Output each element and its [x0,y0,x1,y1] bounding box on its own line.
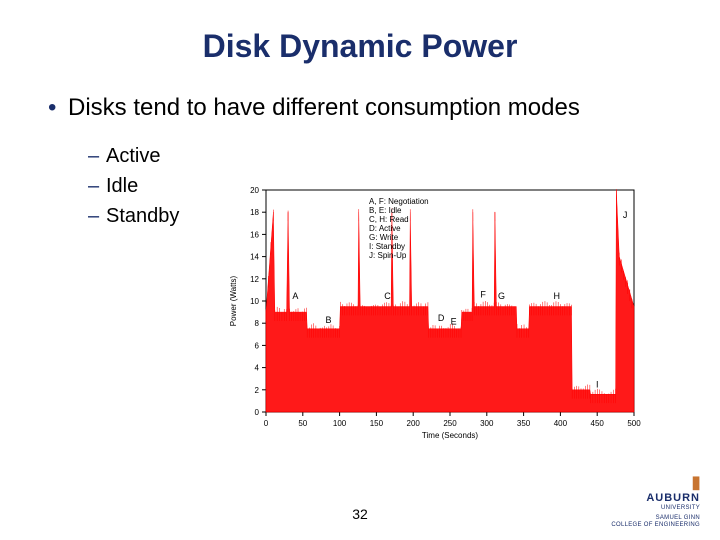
svg-text:F: F [480,290,486,300]
logo-icon: ▮ [611,473,700,491]
college-sub: COLLEGE OF ENGINEERING [611,522,700,528]
svg-text:H: H [553,291,560,301]
svg-text:200: 200 [407,419,421,428]
footer-logo: ▮ AUBURN UNIVERSITY SAMUEL GINN COLLEGE … [611,473,700,528]
svg-text:B: B [326,315,332,325]
svg-text:C: C [384,291,391,301]
svg-text:8: 8 [255,319,260,328]
institution-name: AUBURN [611,493,700,504]
svg-text:J: J [623,210,628,220]
svg-text:D: D [438,313,445,323]
slide: Disk Dynamic Power Disks tend to have di… [0,0,720,540]
svg-text:0: 0 [255,408,260,417]
svg-text:G: Write: G: Write [369,233,399,242]
svg-text:10: 10 [250,297,259,306]
svg-text:0: 0 [264,419,269,428]
college-name: SAMUEL GINN [611,515,700,521]
chart-svg: 0 50 100 150 200 250 300 350 400 450 500 0 2 4 6 8 10 12 1… [224,182,644,442]
svg-text:50: 50 [298,419,307,428]
svg-text:350: 350 [517,419,531,428]
svg-text:16: 16 [250,230,259,239]
svg-text:I: Standby: I: Standby [369,242,405,251]
svg-text:A: A [292,291,298,301]
svg-text:J: Spin-Up: J: Spin-Up [369,251,407,260]
svg-text:I: I [596,380,599,390]
svg-text:450: 450 [591,419,605,428]
institution-sub: UNIVERSITY [611,505,700,511]
svg-text:C, H: Read: C, H: Read [369,215,409,224]
svg-text:150: 150 [370,419,384,428]
svg-text:18: 18 [250,208,259,217]
sub-bullet: Active [88,141,680,171]
svg-text:Power (Watts): Power (Watts) [229,275,238,326]
svg-text:250: 250 [443,419,457,428]
svg-text:6: 6 [255,341,260,350]
svg-text:300: 300 [480,419,494,428]
svg-text:E: E [451,316,457,326]
svg-text:G: G [498,291,505,301]
power-chart: 0 50 100 150 200 250 300 350 400 450 500 0 2 4 6 8 10 12 1… [224,182,644,442]
svg-text:2: 2 [255,386,260,395]
svg-text:B, E: Idle: B, E: Idle [369,206,402,215]
svg-text:500: 500 [627,419,641,428]
svg-text:14: 14 [250,253,259,262]
institution-label: AUBURN [646,492,700,504]
svg-text:400: 400 [554,419,568,428]
svg-text:4: 4 [255,364,260,373]
svg-text:Time (Seconds): Time (Seconds) [422,431,479,440]
svg-text:100: 100 [333,419,347,428]
svg-text:20: 20 [250,186,259,195]
svg-text:A, F: Negotiation: A, F: Negotiation [369,197,429,206]
slide-title: Disk Dynamic Power [40,28,680,65]
svg-text:12: 12 [250,275,259,284]
main-bullet: Disks tend to have different consumption… [48,93,680,123]
svg-text:D: Active: D: Active [369,224,401,233]
